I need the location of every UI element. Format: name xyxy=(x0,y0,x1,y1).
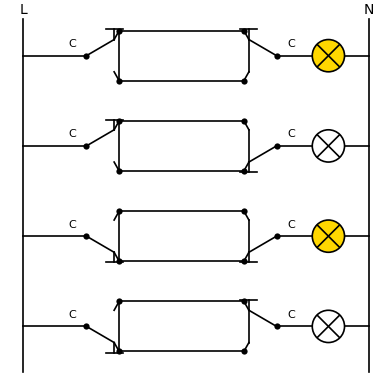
Text: C: C xyxy=(68,220,76,230)
Text: N: N xyxy=(364,3,374,17)
Text: C: C xyxy=(68,310,76,320)
Text: C: C xyxy=(287,220,295,230)
Text: L: L xyxy=(19,3,27,17)
Circle shape xyxy=(312,310,345,343)
Circle shape xyxy=(312,40,345,72)
Text: C: C xyxy=(287,310,295,320)
Text: C: C xyxy=(287,39,295,49)
Text: C: C xyxy=(287,129,295,139)
Circle shape xyxy=(312,220,345,252)
Text: C: C xyxy=(68,39,76,49)
Text: C: C xyxy=(68,129,76,139)
Circle shape xyxy=(312,130,345,162)
